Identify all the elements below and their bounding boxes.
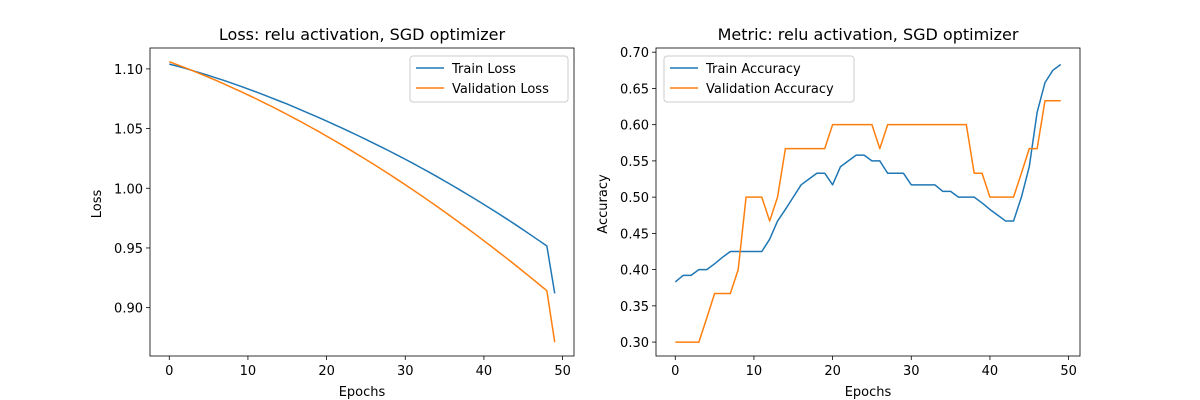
accuracy-x-tick-label: 50 <box>1060 364 1077 379</box>
accuracy-y-tick-label: 0.30 <box>620 336 649 351</box>
loss-legend-label-train: Train Loss <box>451 62 516 77</box>
accuracy-legend: Train Accuracy Validation Accuracy <box>663 55 855 103</box>
accuracy-y-tick-label: 0.60 <box>620 119 649 134</box>
accuracy-plot-area: 0 10 20 30 40 50 0.30 0.35 0.40 0.45 0.50 0.55 0.60 0… <box>620 46 1081 379</box>
accuracy-y-tick-label: 0.35 <box>620 300 649 315</box>
accuracy-legend-label-train: Train Accuracy <box>705 62 801 77</box>
accuracy-y-tick-label: 0.70 <box>620 46 649 61</box>
accuracy-y-tick-label: 0.55 <box>620 155 649 170</box>
accuracy-y-tick-label: 0.65 <box>620 82 649 97</box>
loss-legend-label-validation: Validation Loss <box>452 82 549 97</box>
accuracy-x-tick-label: 20 <box>824 364 841 379</box>
loss-y-tick-label: 1.00 <box>114 182 143 197</box>
accuracy-chart-title: Metric: relu activation, SGD optimizer <box>718 25 1019 44</box>
loss-y-tick-label: 0.95 <box>114 242 143 257</box>
loss-x-tick-label: 50 <box>554 364 571 379</box>
accuracy-x-tick-label: 30 <box>903 364 920 379</box>
accuracy-series-validation-line <box>675 100 1061 343</box>
loss-chart-title: Loss: relu activation, SGD optimizer <box>219 25 506 44</box>
loss-plot-area: 0 10 20 30 40 50 0.90 0.95 1.00 1.05 1.10 Train Los… <box>114 47 575 379</box>
loss-x-tick-label: 30 <box>397 364 414 379</box>
accuracy-x-tick-label: 10 <box>746 364 763 379</box>
loss-x-tick-label: 40 <box>476 364 493 379</box>
accuracy-x-tick-label: 0 <box>671 364 679 379</box>
accuracy-y-axis-label: Accuracy <box>596 174 611 234</box>
accuracy-x-axis-label: Epochs <box>845 385 892 400</box>
loss-x-tick-label: 0 <box>165 364 173 379</box>
loss-y-tick-label: 1.05 <box>114 123 143 138</box>
loss-x-tick-label: 20 <box>318 364 335 379</box>
accuracy-x-tick-label: 40 <box>982 364 999 379</box>
loss-x-tick-label: 10 <box>240 364 257 379</box>
accuracy-y-tick-label: 0.45 <box>620 227 649 242</box>
loss-y-axis-label: Loss <box>90 190 105 219</box>
accuracy-legend-box <box>663 55 855 103</box>
loss-series-validation-line <box>169 61 556 343</box>
loss-chart: Loss: relu activation, SGD optimizer 0 10… <box>90 25 575 400</box>
accuracy-y-tick-label: 0.40 <box>620 264 649 279</box>
accuracy-chart: Metric: relu activation, SGD optimizer 0… <box>596 25 1081 400</box>
accuracy-y-tick-label: 0.50 <box>620 191 649 206</box>
loss-y-tick-label: 0.90 <box>114 302 143 317</box>
loss-x-axis-label: Epochs <box>339 385 386 400</box>
accuracy-legend-label-validation: Validation Accuracy <box>706 82 834 97</box>
loss-series-train-line <box>169 63 556 294</box>
accuracy-axes-frame <box>655 47 1081 357</box>
loss-y-tick-label: 1.10 <box>114 63 143 78</box>
loss-axes-frame <box>149 47 575 357</box>
loss-legend-box <box>409 55 569 103</box>
loss-legend: Train Loss Validation Loss <box>409 55 569 103</box>
